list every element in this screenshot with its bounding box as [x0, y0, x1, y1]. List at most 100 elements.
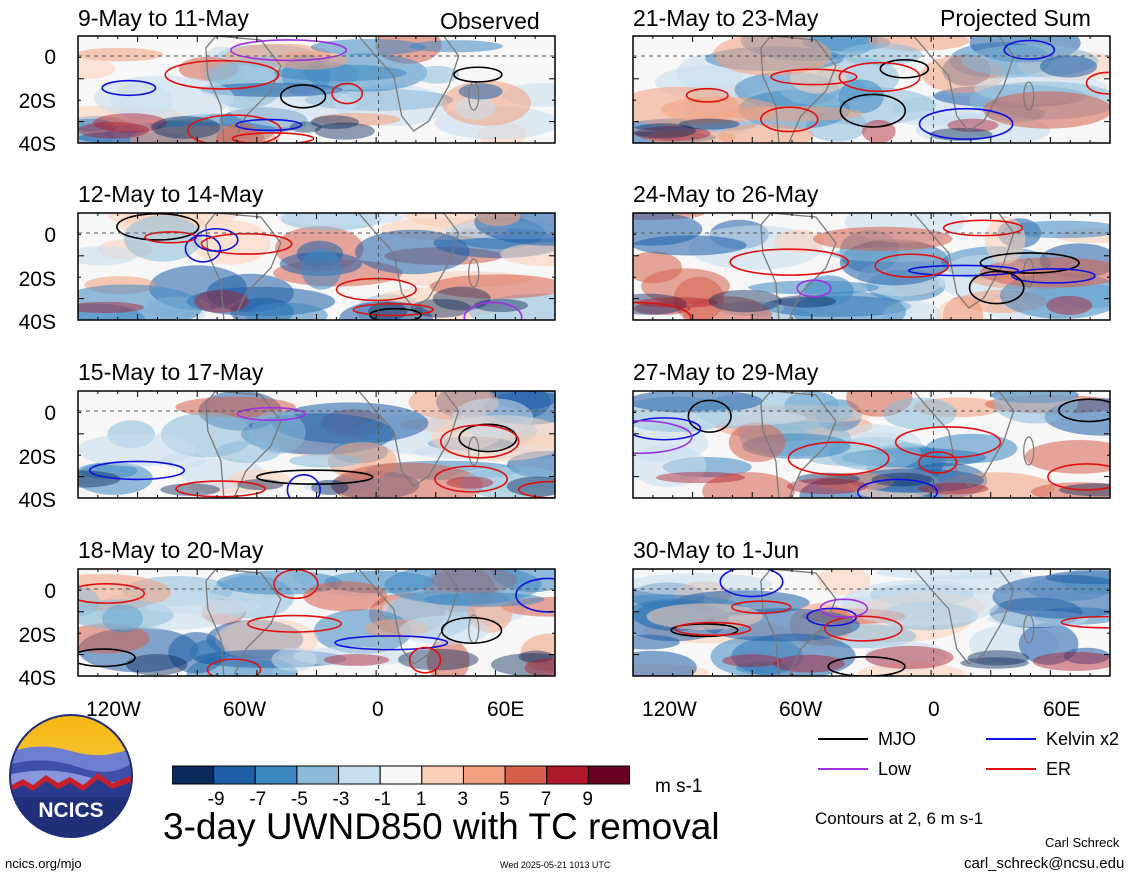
legend-low-label: Low	[878, 759, 912, 779]
shading-blob	[289, 454, 361, 468]
contour-line	[760, 106, 819, 133]
contour-line	[352, 303, 434, 317]
contour-line	[907, 264, 1020, 277]
map-panel	[77, 390, 556, 499]
shading-blob	[277, 213, 405, 226]
shading-blob	[633, 572, 773, 596]
footer-email: carl_schreck@ncsu.edu	[964, 855, 1125, 872]
shading-blob	[748, 280, 879, 295]
contour-line	[731, 600, 792, 614]
shading-blob	[499, 242, 555, 267]
lon-label-120w: 120W	[642, 698, 697, 721]
contour-line	[1003, 39, 1056, 60]
shading-blob	[78, 118, 113, 132]
shading-blob	[245, 302, 328, 320]
shading-blob	[1032, 651, 1110, 672]
shading-blob	[718, 123, 815, 143]
shading-blob	[861, 119, 896, 143]
contour-line	[453, 66, 503, 83]
shading-blob	[397, 648, 479, 671]
colorbar-tick-label: 5	[499, 789, 510, 810]
colorbar-tick-label: -3	[332, 789, 350, 810]
lon-label-0: 0	[928, 698, 940, 721]
contour-line	[273, 569, 319, 600]
contour-line	[335, 277, 417, 302]
contour-line	[193, 227, 239, 252]
colorbar-swatch	[504, 765, 548, 785]
shading-blob	[272, 402, 429, 444]
footer-author: Carl Schreck	[1045, 835, 1120, 850]
contour-line	[827, 656, 906, 676]
shading-blob	[775, 295, 837, 308]
coastline-south-america	[205, 391, 282, 498]
shading-blob	[78, 303, 146, 320]
panel-title-5: 15-May to 17-May	[78, 359, 264, 385]
lat-label-40s: 40S	[18, 667, 56, 690]
contour-line	[770, 68, 858, 86]
colorbar-tick-label: -1	[374, 789, 392, 810]
contour-line	[819, 598, 869, 619]
coastline-south-america	[205, 213, 282, 320]
shading-blob	[925, 433, 1018, 464]
panel-tag-observed: Observed	[440, 8, 540, 34]
legend-er-label: ER	[1046, 759, 1072, 779]
legend-mjo-label: MJO	[878, 729, 916, 749]
shading-blob	[524, 658, 555, 676]
shading-blob	[993, 391, 1078, 424]
shading-blob	[78, 433, 197, 467]
contour-legend	[818, 738, 1036, 770]
main-title: 3-day UWND850 with TC removal	[163, 806, 720, 847]
contour-line	[463, 301, 523, 320]
contour-line	[918, 107, 1014, 140]
map-panel	[632, 212, 1111, 321]
shading-blob	[78, 301, 144, 314]
shading-blob	[301, 248, 342, 290]
contour-line	[787, 441, 890, 476]
shading-blob	[460, 466, 555, 498]
contours-note: Contours at 2, 6 m s-1	[815, 809, 984, 828]
map-panel	[632, 568, 1111, 677]
colorbar-tick-label: -5	[290, 789, 308, 810]
contour-line	[144, 231, 198, 244]
shading-blob	[289, 121, 322, 133]
lat-label-20s: 20S	[18, 446, 56, 469]
lon-label-120w: 120W	[86, 698, 141, 721]
contour-line	[968, 270, 1025, 305]
shading-blob	[409, 40, 504, 53]
shading-blob	[520, 633, 555, 672]
coastline-africa	[357, 391, 460, 487]
colorbar	[172, 765, 630, 785]
colorbar-swatch	[546, 765, 589, 785]
contour-line	[1060, 615, 1110, 629]
shading-blob	[476, 213, 521, 226]
contour-line	[823, 615, 903, 642]
shading-blob	[194, 289, 249, 313]
shading-blob	[310, 115, 359, 130]
colorbar-tick-label: -7	[249, 789, 267, 810]
contour-line	[175, 480, 266, 498]
contour-line	[879, 58, 930, 79]
shading-blob	[702, 472, 795, 498]
contour-line	[633, 417, 702, 441]
lat-label-40s: 40S	[18, 489, 56, 512]
map-panel	[632, 35, 1111, 144]
shading-blob	[830, 247, 951, 262]
shading-blob	[960, 657, 1029, 669]
shading-blob	[633, 391, 763, 414]
panel-tag-projected: Projected Sum	[940, 5, 1091, 31]
colorbar-swatch	[296, 765, 340, 785]
colorbar-swatch	[254, 765, 298, 785]
shading-blob	[429, 274, 555, 299]
contour-line	[1047, 463, 1110, 491]
shading-blob	[710, 636, 803, 676]
shading-blob	[469, 293, 555, 320]
map-panels	[77, 35, 1111, 677]
shading-blob	[917, 482, 989, 495]
contour-line	[331, 82, 364, 105]
shading-blob	[160, 483, 221, 496]
shading-blob	[215, 440, 281, 463]
shading-blob	[682, 296, 773, 320]
contour-line	[434, 465, 509, 493]
contour-line	[164, 59, 280, 90]
contour-line	[440, 616, 503, 644]
